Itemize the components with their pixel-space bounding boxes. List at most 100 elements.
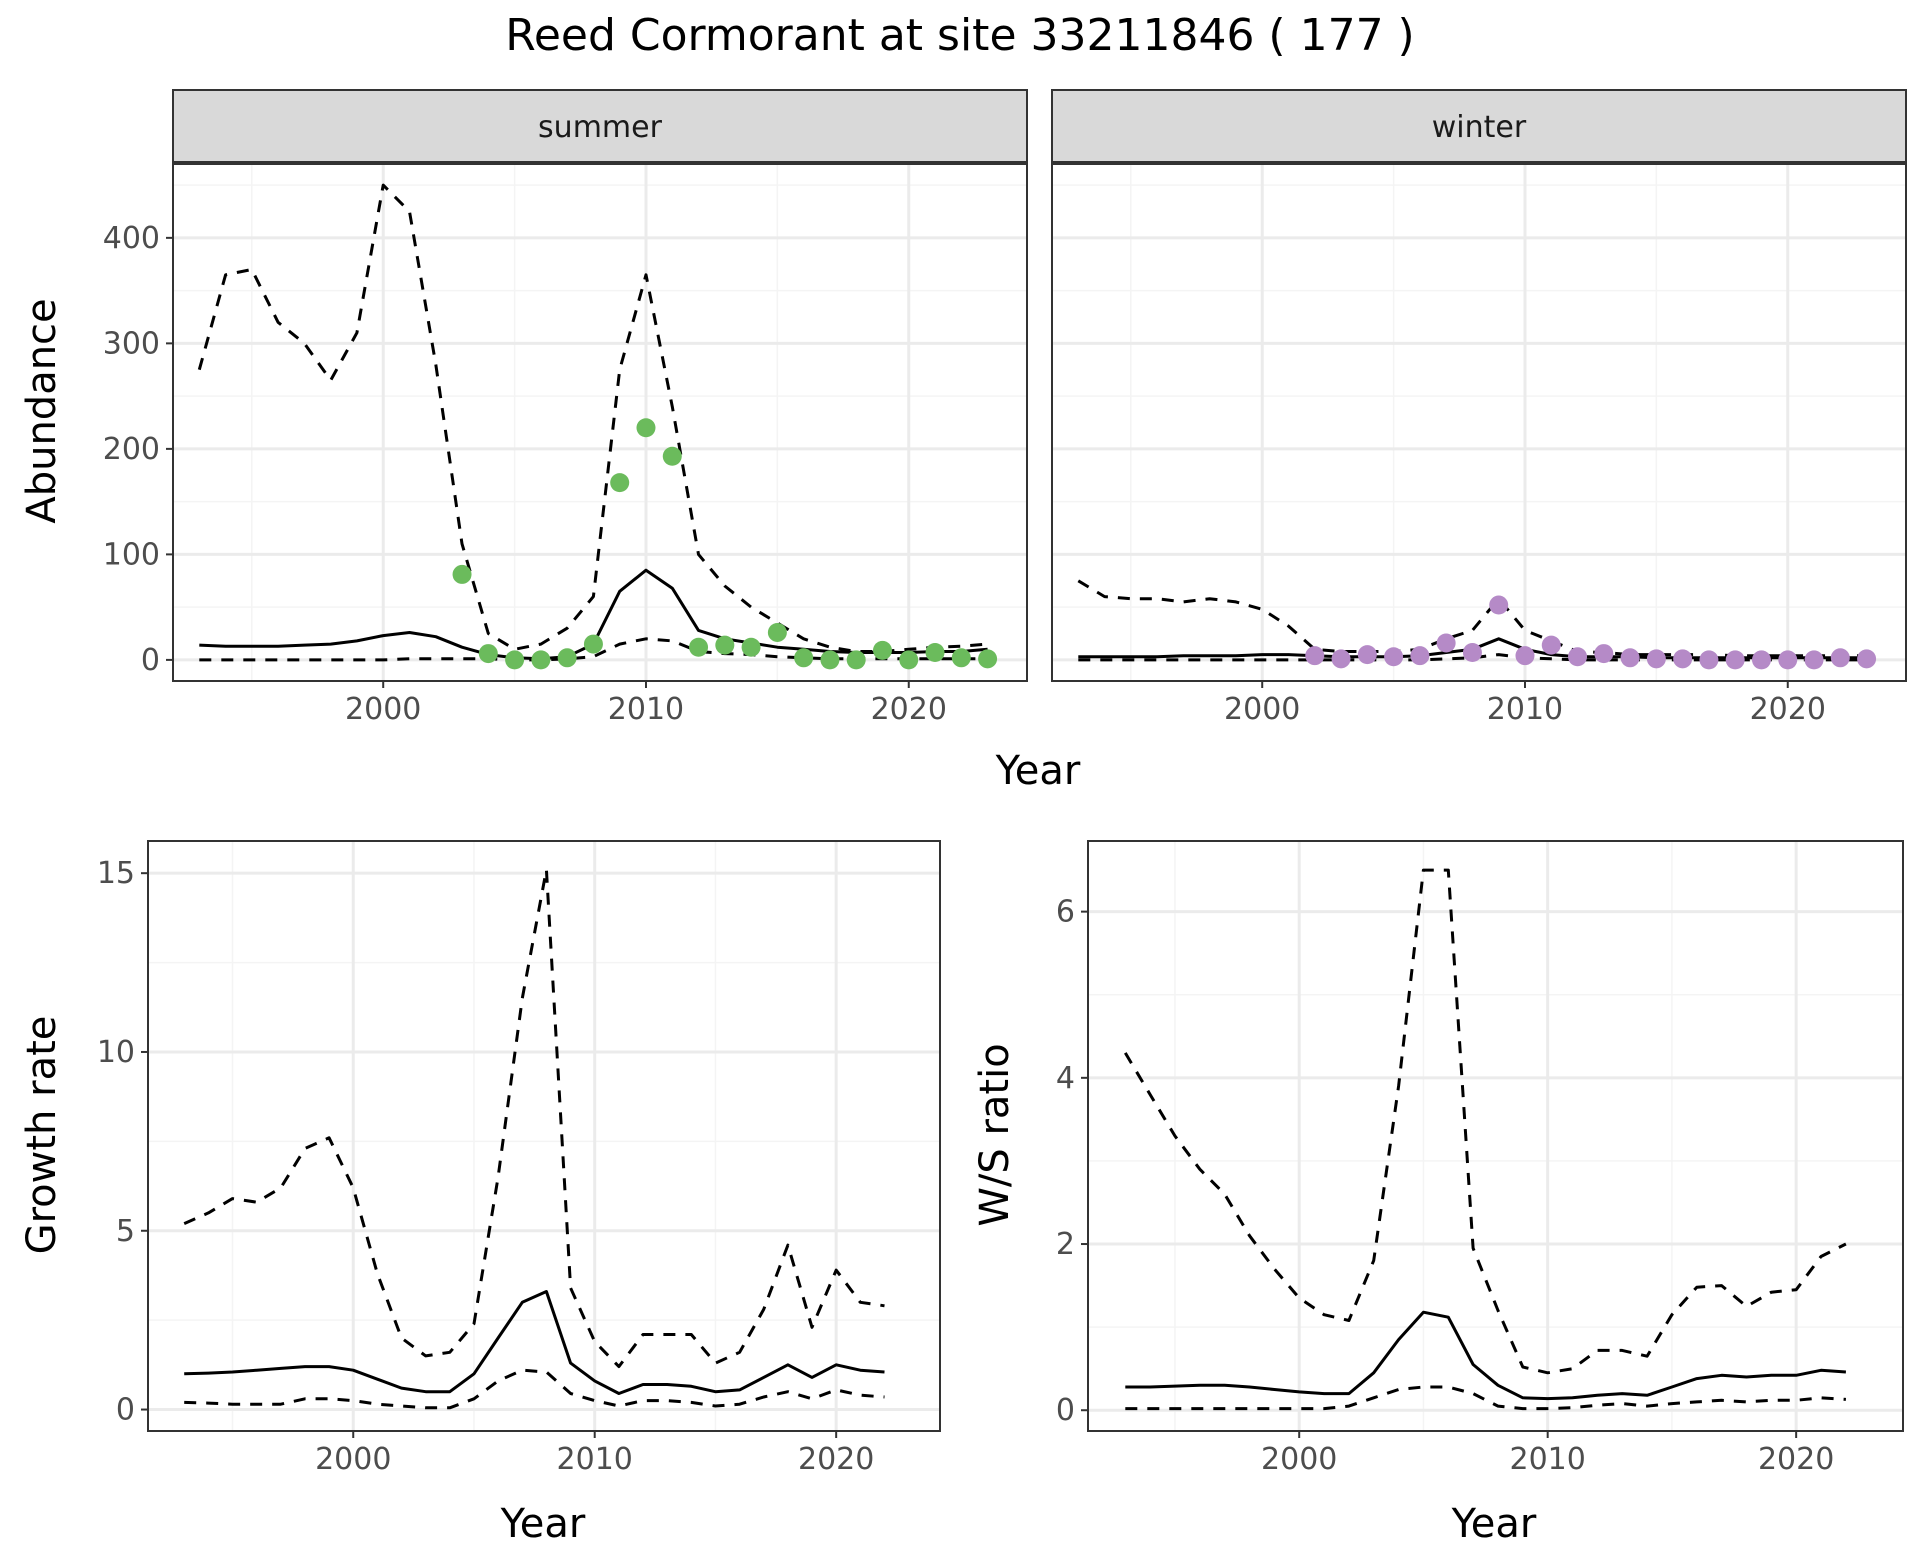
observed-point	[1699, 650, 1719, 670]
y-tick-label: 5	[116, 1214, 135, 1249]
facet-strip	[1051, 89, 1907, 163]
y-tick-label: 0	[116, 1393, 135, 1428]
observed-point	[662, 446, 682, 466]
panel-background	[173, 164, 1027, 681]
top-y-axis-title: Abundance	[19, 298, 65, 523]
observed-point	[1830, 648, 1850, 668]
observed-point	[1620, 648, 1640, 668]
lower-bound-line	[1125, 1385, 1846, 1411]
observed-point	[1462, 643, 1482, 663]
observed-point	[715, 635, 735, 655]
mean-line	[1125, 1310, 1847, 1401]
observed-point	[872, 640, 892, 660]
observed-point	[689, 637, 709, 657]
x-tick-label: 2020	[798, 1442, 874, 1477]
observed-point	[794, 648, 814, 668]
observed-point	[846, 650, 866, 670]
y-tick-label: 200	[103, 432, 160, 467]
x-tick-label: 2000	[315, 1442, 391, 1477]
observed-point	[1594, 644, 1614, 664]
x-tick-label: 2000	[1224, 692, 1300, 727]
y-tick-label: 0	[141, 643, 160, 678]
ratio-y-axis-title: W/S ratio	[972, 1043, 1018, 1226]
observed-point	[1436, 633, 1456, 653]
observed-point	[531, 650, 551, 670]
observed-point	[452, 564, 472, 584]
ratio-y-axis-title-text: W/S ratio	[972, 1043, 1018, 1226]
panel-border	[147, 840, 941, 1432]
panel-border	[1087, 840, 1904, 1432]
ws-ratio-panel: 2000 2010 2020 0 2 4 6	[1056, 840, 1904, 1477]
y-tick-label: 400	[103, 221, 160, 256]
growth-y-axis-title-text: Growth rate	[19, 1016, 65, 1255]
observed-point	[1646, 649, 1666, 669]
observed-point	[925, 643, 945, 663]
panel-background	[148, 841, 940, 1431]
lower-bound-line	[184, 1368, 885, 1410]
observed-point	[1804, 650, 1824, 670]
x-tick-label: 2010	[1510, 1442, 1586, 1477]
top-x-axis-title: Year	[995, 748, 1081, 794]
panel-border	[1051, 163, 1907, 682]
summer-panel: summer 2000 2010 2020 0 100 200 300 400	[103, 89, 1028, 727]
observed-point	[978, 649, 998, 669]
observed-point	[1410, 646, 1430, 666]
growth-y-axis-title: Growth rate	[19, 1016, 65, 1255]
observed-point	[1857, 649, 1877, 669]
observed-point	[1357, 645, 1377, 665]
x-tick-label: 2020	[1750, 692, 1826, 727]
observed-point	[1331, 649, 1351, 669]
x-tick-label: 2000	[1261, 1442, 1337, 1477]
observed-point	[951, 648, 971, 668]
growth-rate-panel: 2000 2010 2020 0 5 10 15	[97, 840, 941, 1477]
top-y-axis-title-text: Abundance	[19, 298, 65, 523]
observed-point	[767, 622, 787, 642]
top-x-axis-title-text: Year	[995, 748, 1081, 794]
x-tick-label: 2020	[1758, 1442, 1834, 1477]
y-tick-label: 15	[97, 856, 135, 891]
observed-point	[1541, 635, 1561, 655]
y-tick-label: 100	[103, 537, 160, 572]
upper-bound-line	[197, 183, 988, 653]
observed-point	[1568, 647, 1588, 667]
x-tick-label: 2010	[1487, 692, 1563, 727]
panel-background	[1052, 164, 1906, 681]
panel-background	[1088, 841, 1903, 1431]
x-tick-label: 2010	[608, 692, 684, 727]
observed-point	[1489, 595, 1509, 615]
growth-x-axis-title: Year	[500, 1501, 586, 1547]
y-tick-label: 300	[103, 326, 160, 361]
observed-point	[1725, 650, 1745, 670]
growth-x-axis-title-text: Year	[500, 1501, 586, 1547]
observed-point	[1751, 650, 1771, 670]
observed-point	[1515, 646, 1535, 666]
y-tick-label: 6	[1056, 895, 1075, 930]
panel-border	[172, 163, 1028, 682]
observed-point	[505, 650, 525, 670]
observed-point	[741, 637, 761, 657]
winter-panel: winter 2000 2010 2020	[1051, 89, 1907, 727]
facet-strip-label: winter	[1432, 110, 1527, 145]
y-tick-label: 4	[1056, 1061, 1075, 1096]
observed-point	[1384, 647, 1404, 667]
observed-point	[1673, 649, 1693, 669]
y-tick-label: 2	[1056, 1227, 1075, 1262]
upper-bound-line	[1124, 868, 1847, 1375]
observed-point	[583, 634, 603, 654]
observed-point	[1305, 646, 1325, 666]
observed-point	[899, 650, 919, 670]
x-tick-label: 2020	[871, 692, 947, 727]
observed-point	[1778, 650, 1798, 670]
x-tick-label: 2000	[345, 692, 421, 727]
observed-point	[478, 644, 498, 664]
facet-strip-label: summer	[538, 110, 663, 145]
observed-point	[610, 473, 630, 493]
main-title: Reed Cormorant at site 33211846 ( 177 )	[505, 10, 1414, 61]
ratio-x-axis-title-text: Year	[1451, 1501, 1537, 1547]
observed-point	[636, 418, 656, 438]
facet-strip	[172, 89, 1028, 163]
observed-point	[820, 650, 840, 670]
ratio-x-axis-title: Year	[1451, 1501, 1537, 1547]
y-tick-label: 0	[1056, 1393, 1075, 1428]
